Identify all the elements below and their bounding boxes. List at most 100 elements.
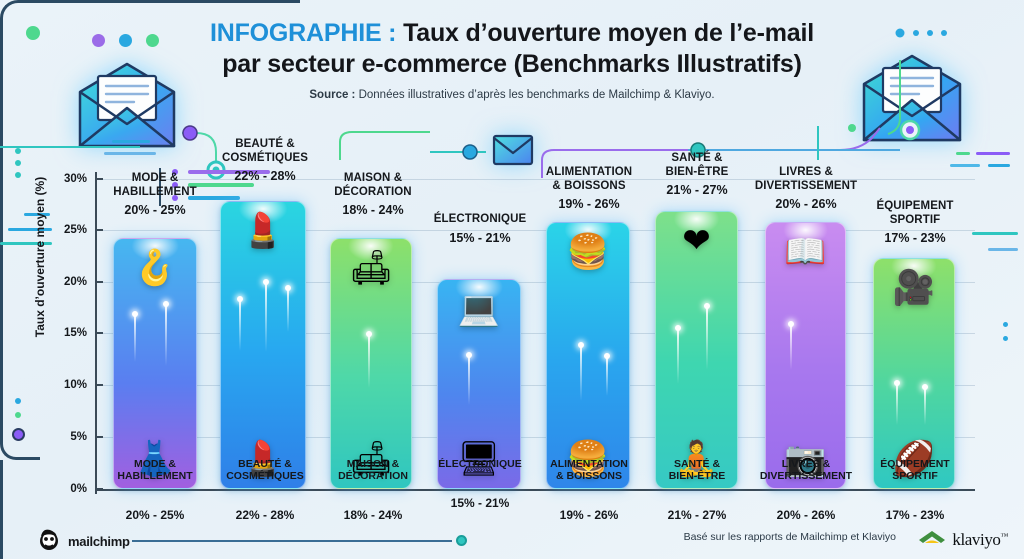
cat-range: 22% - 28% [234,169,296,184]
cat-name-l1: SANTÉ & [673,458,721,470]
source-label: Source : [309,89,356,101]
bar-alimentation-boissons[interactable]: 🍔 🍔 [546,222,630,489]
bar-ray [894,379,901,425]
cat-name-l2: BIEN-ÊTRE [665,165,729,178]
gridline [103,282,975,283]
bar-livres-divertissement[interactable]: 📖 📷 [765,222,846,489]
decor-tick [8,228,52,231]
camera-book-icon: 📷 [784,440,827,478]
accent-dot [15,172,21,178]
bar-ray [787,320,794,370]
page-title: INFOGRAPHIE : Taux d’ouverture moyen de … [0,18,1024,80]
gridline [103,230,975,231]
bar-ray [131,310,138,362]
bar-glow [347,239,395,261]
frame-corner-top-left [0,0,300,40]
cat-range: 18% - 24% [342,203,404,218]
category-label-bottom-alimentation: ALIMENTATION & BOISSONS 19% - 26% [526,458,652,522]
accent-dot-large [12,428,25,441]
cat-name-l2: SPORTIF [889,213,941,226]
window-dot-purple [92,34,105,47]
cat-name-l1: LIVRES & [781,458,831,470]
cat-range: 18% - 24% [343,508,403,523]
cat-name-l1: MAISON & [346,458,400,470]
category-label-top-alimentation: ALIMENTATION & BOISSONS 19% - 26% [526,166,652,211]
decor-tick [112,140,150,143]
bar-electronique[interactable]: 💻 🖥 [437,279,521,489]
cosmetics-icon: 💄 [241,212,285,250]
cat-name-l1: BEAUTÉ & [238,458,292,470]
bar-beaute-cosmetiques[interactable]: 💄 💄 [220,201,306,489]
cat-range: 21% - 27% [666,183,728,198]
header: INFOGRAPHIE : Taux d’ouverture moyen de … [0,18,1024,101]
bar-maison-decoration[interactable]: 🛋 🛋 [330,238,412,489]
cat-name-l1: BEAUTÉ & [235,138,295,150]
cat-range: 20% - 26% [775,197,837,212]
cat-name-l2: DIVERTISSEMENT [754,179,858,192]
accent-dot [15,412,21,418]
bar-mode-habillement[interactable]: 🪝 👗 [113,238,197,489]
bar-ray [162,300,169,366]
cat-range: 20% - 25% [125,508,185,523]
bar-ray [921,384,928,426]
mailchimp-wordmark: mailchimp [68,534,130,549]
y-tickmark [95,436,103,438]
decor-tick [976,152,1010,155]
accent-dot [15,398,21,404]
footer-divider [132,540,452,542]
cat-range: 15% - 21% [450,496,510,511]
bar-ray [237,296,244,352]
frame-edge-top-right [0,460,3,559]
window-dot-green [146,34,159,47]
sofa-icon: 🛋 [349,440,393,478]
category-label-top-mode: MODE & HABILLEMENT 20% - 25% [93,172,217,217]
klaviyo-text: klaviyo [952,529,1001,549]
burger-wine-icon: 🍔 [566,233,610,271]
cat-range: 19% - 26% [558,197,620,212]
bar-glow [455,280,503,302]
cat-range: 22% - 28% [235,508,295,523]
cat-range: 17% - 23% [885,508,945,523]
dumbbell-icon: 🏈 [892,440,936,478]
footer-credit: Basé sur les rapports de Mailchimp et Kl… [683,531,896,543]
mailchimp-monkey-icon [36,527,62,556]
cat-name-l1: ÉQUIPEMENT [876,200,954,212]
bar-glow [131,239,179,261]
cat-name-l1: ÉLECTRONIQUE [433,213,527,225]
envelope-center [492,134,534,171]
accent-dot [1003,322,1008,327]
category-label-top-beaute: BEAUTÉ & COSMÉTIQUES 22% - 28% [203,138,327,183]
category-label-bottom-livres: LIVRES & DIVERTISSEMENT 20% - 26% [742,458,870,522]
x-axis-line [95,489,975,491]
category-label-bottom-maison: MAISON & DÉCORATION 18% - 24% [311,458,435,522]
cat-name-l2: DÉCORATION [334,185,412,198]
cat-name-l1: MAISON & [343,172,403,184]
category-label-top-maison: MAISON & DÉCORATION 18% - 24% [311,172,435,217]
cat-name-l1: SANTÉ & [671,152,723,164]
klaviyo-wordmark: klaviyo™ [952,530,1008,550]
cat-name-l1: ALIMENTATION [550,458,628,470]
cat-name-l2: DÉCORATION [338,470,408,483]
cat-name-l2: HABILLEMENT [113,185,197,198]
category-label-bottom-equipement: ÉQUIPEMENT SPORTIF 17% - 23% [852,458,978,522]
title-line-1: Taux d’ouverture moyen de l’e-mail [403,19,814,47]
decor-tick [956,152,970,155]
yoga-icon: 🧘 [675,440,718,478]
bar-ray [365,330,372,388]
cat-range: 17% - 23% [884,231,946,246]
y-tick-20: 20% [63,276,87,288]
bar-equipement-sportif[interactable]: 🎥 🏈 [873,258,955,489]
y-tick-0: 0% [70,483,87,495]
cat-name-l2: DIVERTISSEMENT [759,470,853,483]
y-axis-label: Taux d’ouverture moyen (%) [33,176,47,338]
cat-range: 15% - 21% [449,230,511,245]
decor-tick [0,242,52,245]
accent-dot [1003,336,1008,341]
bar-ray [675,324,682,384]
cat-name-l2: BIEN-ÊTRE [668,470,726,483]
bar-glow [673,212,720,234]
source-note: Source : Données illustratives d’après l… [0,89,1024,101]
bar-sante-bien-etre[interactable]: ❤ 🧘 [655,211,738,489]
